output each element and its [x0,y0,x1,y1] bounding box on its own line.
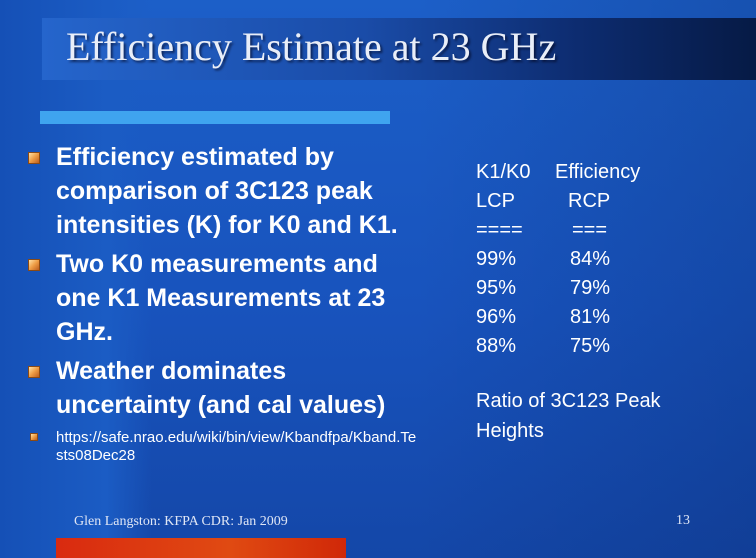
col1-cell: LCP [476,190,515,212]
col1-cell: 95% [476,277,517,299]
bullet-2-line-3: GHz. [56,318,113,346]
table-caption-line-1: Ratio of 3C123 Peak [476,390,661,412]
title-accent-bar [40,111,390,124]
bullet-icon [30,433,38,441]
bullet-2-line-1: Two K0 measurements and [56,250,378,278]
wiki-link-line-1[interactable]: https://safe.nrao.edu/wiki/bin/view/Kban… [56,429,417,446]
bullet-1-line-3: intensities (K) for K0 and K1. [56,211,398,239]
col2-cell: 84% [570,248,611,270]
col2-cell: === [572,219,608,241]
col2-header: Efficiency [555,161,641,183]
col2-cell: 75% [570,335,611,357]
bullet-3-line-2: uncertainty (and cal values) [56,391,386,419]
col1-cell: 99% [476,248,517,270]
wiki-link-line-2[interactable]: sts08Dec28 [56,447,136,464]
col1-header: K1/K0 [476,161,531,183]
bullet-icon [28,152,40,164]
col1-cell: 88% [476,335,517,357]
slide-footer: Glen Langston: KFPA CDR: Jan 2009 [74,514,288,529]
bullet-1-line-2: comparison of 3C123 peak [56,177,373,205]
bullet-icon [28,259,40,271]
col1-cell: ==== [476,219,523,241]
col1-cell: 96% [476,306,517,328]
bullet-1-line-1: Efficiency estimated by [56,143,334,171]
left-decor-stripe [0,0,152,558]
title-band [42,18,756,80]
bottom-accent-bar [56,538,346,558]
slide-title: Efficiency Estimate at 23 GHz [66,24,557,69]
bullet-icon [28,366,40,378]
table-caption-line-2: Heights [476,420,544,442]
col2-cell: 79% [570,277,611,299]
bullet-2-line-2: one K1 Measurements at 23 [56,284,386,312]
col2-cell: RCP [568,190,611,212]
page-number: 13 [676,513,690,528]
col2-cell: 81% [570,306,611,328]
bullet-3-line-1: Weather dominates [56,357,287,385]
